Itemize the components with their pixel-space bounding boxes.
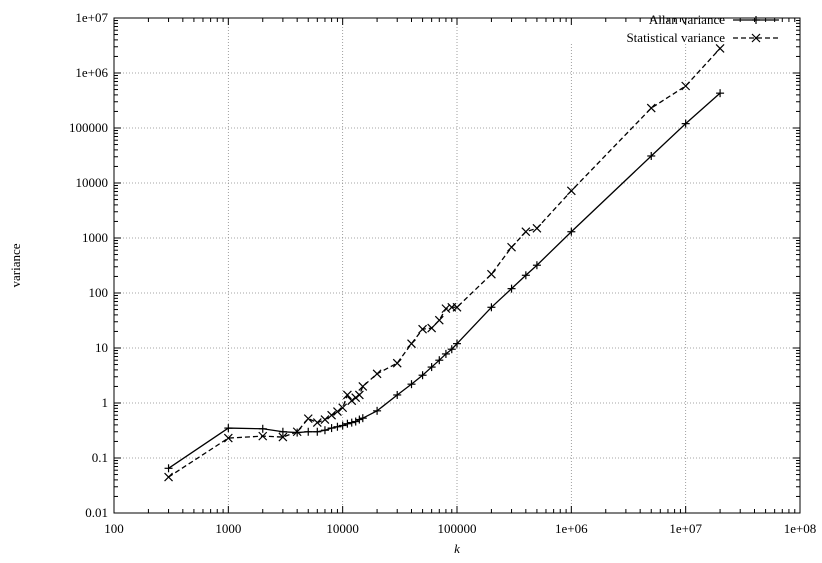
- y-tick-label: 10000: [76, 175, 109, 190]
- statistical-variance-point: [292, 427, 302, 437]
- y-tick-label: 100000: [69, 120, 108, 135]
- allan-variance-point: [453, 339, 461, 348]
- statistical-variance-point: [646, 103, 656, 113]
- legend: Allan variance Statistical variance: [626, 12, 779, 45]
- x-tick-label: 100: [104, 521, 124, 536]
- y-tick-label: 1000: [82, 230, 108, 245]
- allan-variance-point: [532, 261, 541, 270]
- x-axis-label: k: [454, 541, 460, 556]
- allan-variance-point: [716, 89, 725, 98]
- y-tick-label: 1e+07: [75, 10, 108, 25]
- statistical-variance-point: [486, 269, 496, 279]
- statistical-variance-point: [278, 432, 288, 442]
- y-tick-label: 100: [89, 285, 109, 300]
- statistical-variance-point: [320, 415, 330, 424]
- statistical-variance-point: [392, 358, 402, 368]
- series-group: [164, 43, 725, 482]
- allan-variance-point: [567, 227, 576, 236]
- axis-ticks: 100 1000 10000 100000 1e+06 1e+07 1e+08 0.01 0.1…: [69, 10, 816, 536]
- allan-variance-point: [355, 415, 364, 424]
- statistical-variance-point: [333, 407, 342, 416]
- legend-label-allan-variance: Allan variance: [649, 12, 725, 27]
- allan-variance-point: [258, 424, 267, 433]
- allan-variance-point: [164, 464, 173, 473]
- allan-variance-point: [441, 349, 450, 358]
- statistical-variance-line: [168, 47, 721, 478]
- allan-variance-point: [327, 424, 336, 433]
- allan-variance-point: [418, 371, 427, 380]
- allan-variance-point: [333, 422, 342, 431]
- allan-variance-point: [521, 271, 530, 280]
- allan-variance-point: [373, 406, 382, 415]
- allan-variance-point: [447, 345, 456, 354]
- y-tick-label: 10: [95, 340, 108, 355]
- allan-variance-point: [343, 419, 352, 428]
- allan-variance-point: [407, 380, 416, 389]
- statistical-variance-point: [532, 223, 542, 233]
- statistical-variance-point: [303, 414, 313, 424]
- allan-variance-point: [435, 356, 444, 365]
- statistical-variance-point: [347, 396, 357, 406]
- grid-lines: [114, 18, 800, 513]
- y-tick-label: 0.01: [85, 505, 108, 520]
- statistical-variance-point: [354, 390, 364, 400]
- allan-variance-point: [358, 414, 367, 423]
- statistical-variance-point: [521, 227, 531, 237]
- allan-variance-point: [487, 303, 496, 312]
- statistical-variance-point: [223, 433, 233, 443]
- statistical-variance-point: [358, 382, 368, 391]
- statistical-variance-point: [164, 472, 173, 482]
- statistical-variance-series: [164, 43, 725, 482]
- x-tick-label: 10000: [326, 521, 359, 536]
- allan-variance-point: [224, 424, 233, 433]
- allan-variance-point: [427, 363, 436, 372]
- allan-variance-point: [507, 284, 516, 293]
- statistical-variance-point: [407, 339, 416, 349]
- allan-variance-point: [313, 427, 322, 436]
- statistical-variance-point: [338, 403, 348, 413]
- allan-variance-series: [164, 89, 725, 473]
- allan-variance-point: [681, 119, 690, 128]
- y-axis-label: variance: [8, 243, 23, 287]
- allan-variance-point: [320, 426, 329, 435]
- statistical-variance-point: [434, 315, 444, 325]
- statistical-variance-point: [441, 304, 451, 314]
- x-tick-label: 1e+08: [784, 521, 817, 536]
- legend-marker-allan-variance: [752, 16, 760, 24]
- statistical-variance-point: [452, 302, 462, 312]
- allan-variance-point: [393, 390, 402, 399]
- allan-variance-point: [647, 151, 656, 160]
- statistical-variance-point: [351, 393, 361, 403]
- allan-variance-point: [278, 427, 287, 436]
- x-tick-label: 1e+07: [669, 521, 702, 536]
- statistical-variance-point: [342, 390, 352, 400]
- statistical-variance-point: [715, 43, 725, 53]
- allan-variance-point: [338, 421, 347, 430]
- x-tick-label: 100000: [438, 521, 477, 536]
- statistical-variance-point: [681, 81, 691, 91]
- statistical-variance-point: [507, 242, 516, 252]
- x-tick-label: 1e+06: [555, 521, 588, 536]
- allan-variance-point: [351, 417, 360, 426]
- legend-label-statistical-variance: Statistical variance: [626, 30, 725, 45]
- statistical-variance-point: [418, 324, 428, 334]
- y-tick-label: 0.1: [92, 450, 108, 465]
- statistical-variance-point: [258, 431, 268, 441]
- y-tick-label: 1e+06: [75, 65, 108, 80]
- allan-variance-line: [168, 92, 721, 469]
- statistical-variance-point: [312, 418, 322, 428]
- statistical-variance-point: [327, 410, 337, 420]
- allan-variance-point: [347, 418, 356, 427]
- y-tick-label: 1: [102, 395, 109, 410]
- allan-variance-point: [304, 427, 313, 436]
- statistical-variance-point: [427, 323, 437, 333]
- statistical-variance-point: [372, 369, 382, 379]
- x-tick-label: 1000: [215, 521, 241, 536]
- legend-marker-statistical-variance: [751, 33, 761, 43]
- statistical-variance-point: [566, 186, 576, 196]
